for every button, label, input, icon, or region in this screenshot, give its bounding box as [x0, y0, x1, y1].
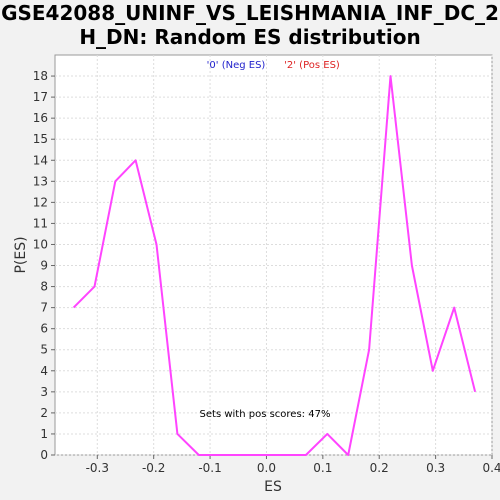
x-tick-label: -0.1 — [198, 461, 221, 475]
y-tick-label: 16 — [33, 111, 48, 125]
y-tick-label: 10 — [33, 237, 48, 251]
y-tick-label: 4 — [40, 364, 48, 378]
y-tick-label: 2 — [40, 406, 48, 420]
chart-title-line-1: GSE42088_UNINF_VS_LEISHMANIA_INF_DC_2 — [1, 1, 499, 25]
x-tick-label: 0.1 — [313, 461, 332, 475]
chart-title-line-2: H_DN: Random ES distribution — [79, 25, 420, 49]
y-tick-label: 6 — [40, 322, 48, 336]
grid-layer — [55, 55, 493, 456]
x-tick-label: 0.2 — [370, 461, 389, 475]
y-tick-label: 13 — [33, 174, 48, 188]
series-layer — [72, 75, 477, 456]
y-tick-label: 8 — [40, 280, 48, 294]
y-tick-label: 18 — [33, 69, 48, 83]
y-tick-label: 7 — [40, 301, 48, 315]
y-tick-label: 15 — [33, 132, 48, 146]
x-tick-label: -0.2 — [142, 461, 165, 475]
y-tick-label: 12 — [33, 195, 48, 209]
legend-entry-neg-es: '0' (Neg ES) — [207, 60, 266, 71]
plot-area — [54, 54, 493, 456]
x-tick-label: 0.0 — [257, 461, 276, 475]
x-tick-label: -0.3 — [86, 461, 109, 475]
y-tick-label: 17 — [33, 90, 48, 104]
x-axis-label: ES — [264, 479, 282, 495]
axis-layer: -0.3 -0.2 -0.1 0.0 0.1 0.2 0.3 0.40123456789101… — [33, 69, 500, 475]
y-tick-label: 5 — [40, 343, 48, 357]
y-tick-label: 9 — [40, 259, 48, 273]
pos-scores-annotation: Sets with pos scores: 47% — [200, 409, 331, 420]
y-tick-label: 3 — [40, 385, 48, 399]
legend-entry-pos-es: '2' (Pos ES) — [284, 60, 340, 71]
y-tick-label: 11 — [33, 216, 48, 230]
es-distribution-line — [72, 75, 477, 456]
x-tick-label: 0.3 — [426, 461, 445, 475]
y-tick-label: 14 — [33, 153, 48, 167]
y-axis-label: P(ES) — [13, 236, 29, 273]
x-tick-label: 0.4 — [482, 461, 500, 475]
y-tick-label: 0 — [40, 448, 48, 462]
y-tick-label: 1 — [40, 427, 48, 441]
